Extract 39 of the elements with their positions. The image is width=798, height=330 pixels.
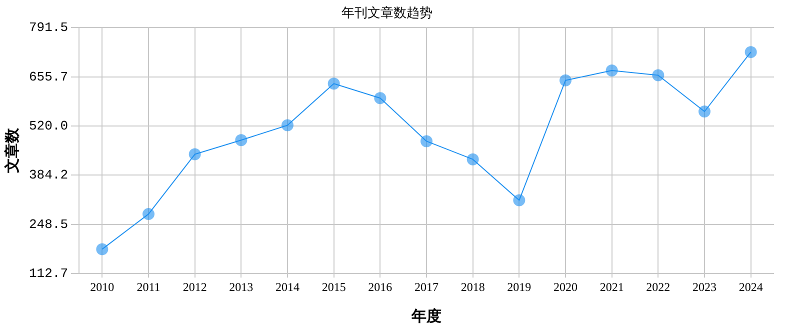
point [420,135,433,148]
x-tick-label: 2019 [507,280,532,294]
x-tick-label: 2022 [646,280,670,294]
point [142,208,155,220]
y-tick-label: 791.5 [28,20,68,36]
x-tick-label: 2011 [136,280,160,294]
point [606,64,618,77]
x-tick-label: 2013 [229,280,254,294]
y-tick-label: 384.2 [28,168,68,183]
point [282,119,294,132]
point [698,105,710,118]
point [466,153,479,166]
x-tick-label: 2012 [182,280,207,294]
point [96,243,108,256]
x-tick-label: 2023 [692,280,716,294]
x-tick-label: 2015 [322,280,346,294]
point [328,78,340,90]
x-tick-label: 2024 [738,280,763,294]
x-tick-label: 2021 [600,280,624,294]
x-tick-label: 2018 [460,280,485,294]
chart-title: 年刊文章数趋势 [342,6,432,22]
y-tick-label: 248.5 [28,216,68,232]
y-tick-label: 112.7 [28,266,68,282]
y-tick-label: 655.7 [28,69,68,84]
point [188,148,201,160]
x-tick-label: 2020 [554,280,578,294]
point [560,74,572,86]
point [744,46,757,58]
y-axis-title: 文章数 [2,127,21,174]
x-tick-label: 2016 [368,280,392,294]
x-tick-label: 2014 [276,280,300,294]
y-tick-label: 520.0 [28,118,68,134]
point [374,92,386,104]
point [513,194,526,206]
x-tick-label: 2010 [90,280,114,294]
x-axis-title: 年度 [410,306,442,325]
x-tick-label: 2017 [414,280,439,294]
point [235,134,248,146]
point [652,69,664,82]
